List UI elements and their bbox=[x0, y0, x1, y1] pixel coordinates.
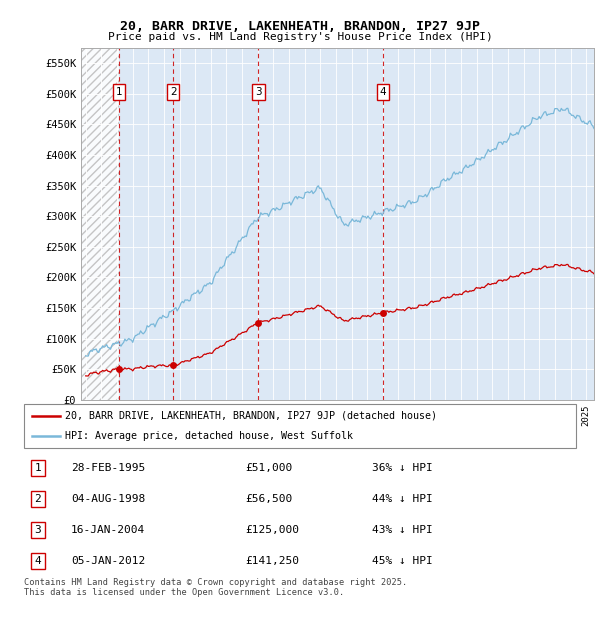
Text: 28-FEB-1995: 28-FEB-1995 bbox=[71, 463, 145, 473]
Text: 1: 1 bbox=[116, 87, 122, 97]
Text: 16-JAN-2004: 16-JAN-2004 bbox=[71, 525, 145, 535]
Text: 2: 2 bbox=[170, 87, 176, 97]
Text: £141,250: £141,250 bbox=[245, 556, 299, 566]
Text: HPI: Average price, detached house, West Suffolk: HPI: Average price, detached house, West… bbox=[65, 431, 353, 441]
Text: 20, BARR DRIVE, LAKENHEATH, BRANDON, IP27 9JP (detached house): 20, BARR DRIVE, LAKENHEATH, BRANDON, IP2… bbox=[65, 411, 437, 421]
Text: 44% ↓ HPI: 44% ↓ HPI bbox=[372, 494, 433, 504]
Text: 36% ↓ HPI: 36% ↓ HPI bbox=[372, 463, 433, 473]
Text: £51,000: £51,000 bbox=[245, 463, 292, 473]
Text: 4: 4 bbox=[380, 87, 386, 97]
Text: 20, BARR DRIVE, LAKENHEATH, BRANDON, IP27 9JP: 20, BARR DRIVE, LAKENHEATH, BRANDON, IP2… bbox=[120, 20, 480, 33]
Text: 1: 1 bbox=[34, 463, 41, 473]
Text: 45% ↓ HPI: 45% ↓ HPI bbox=[372, 556, 433, 566]
Text: 3: 3 bbox=[34, 525, 41, 535]
Text: £125,000: £125,000 bbox=[245, 525, 299, 535]
Text: Price paid vs. HM Land Registry's House Price Index (HPI): Price paid vs. HM Land Registry's House … bbox=[107, 32, 493, 42]
Bar bbox=[81, 48, 119, 400]
Text: £56,500: £56,500 bbox=[245, 494, 292, 504]
Text: 3: 3 bbox=[255, 87, 262, 97]
Text: 43% ↓ HPI: 43% ↓ HPI bbox=[372, 525, 433, 535]
Text: Contains HM Land Registry data © Crown copyright and database right 2025.
This d: Contains HM Land Registry data © Crown c… bbox=[24, 578, 407, 597]
Text: 2: 2 bbox=[34, 494, 41, 504]
Text: 4: 4 bbox=[34, 556, 41, 566]
Text: 04-AUG-1998: 04-AUG-1998 bbox=[71, 494, 145, 504]
FancyBboxPatch shape bbox=[24, 404, 576, 448]
Text: 05-JAN-2012: 05-JAN-2012 bbox=[71, 556, 145, 566]
